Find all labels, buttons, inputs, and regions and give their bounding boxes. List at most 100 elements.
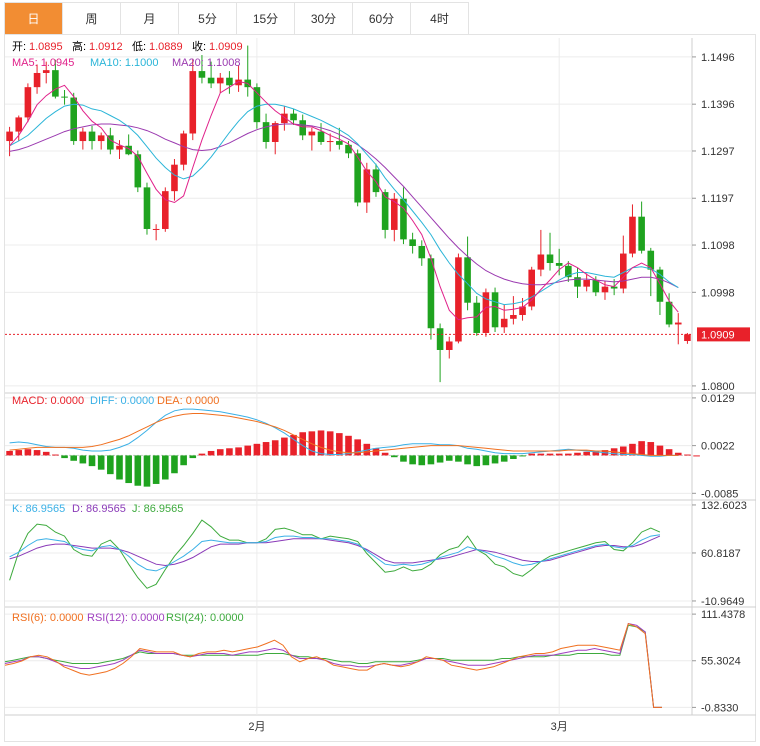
macd-bar [198, 453, 206, 456]
tab-60min[interactable]: 60分 [353, 3, 411, 35]
candle-body [262, 122, 270, 142]
candle-body [620, 253, 627, 289]
candle-body [79, 131, 87, 142]
rsi24-legend: RSI(24): 0.0000 [166, 612, 244, 624]
high-label: 高: [72, 39, 86, 53]
close-value: 1.0909 [209, 41, 243, 53]
dea-line [9, 413, 679, 456]
tab-day[interactable]: 日 [5, 3, 63, 35]
y-tick-label: 1.1496 [701, 52, 735, 64]
macd-bar [583, 451, 590, 456]
tab-week[interactable]: 周 [63, 3, 121, 35]
candle-body [445, 341, 453, 350]
candle-body [226, 77, 233, 86]
y-tick-label: 1.1297 [701, 146, 735, 158]
candle-body [253, 87, 261, 123]
y-tick-label: 132.6023 [701, 500, 747, 512]
macd-bar [52, 454, 59, 456]
candle-body [290, 113, 297, 121]
macd-bar [656, 445, 664, 456]
macd-bar [207, 450, 215, 456]
macd-bar [674, 452, 682, 456]
candle-body [455, 257, 462, 342]
macd-bar [684, 454, 691, 456]
tab-4h[interactable]: 4时 [411, 3, 468, 35]
macd-bar [33, 450, 41, 456]
candle-body [116, 145, 123, 150]
candle-body [464, 257, 471, 303]
macd-bar [345, 435, 352, 456]
macd-bar [565, 453, 572, 456]
candle-body [372, 169, 380, 193]
macd-bar [445, 455, 453, 461]
candle-body [180, 133, 187, 165]
macd-bar [326, 431, 334, 456]
price-tag-bg [697, 327, 750, 342]
macd-bar [427, 455, 435, 465]
macd-bar [79, 455, 87, 464]
candle-body [610, 286, 618, 289]
candle-body [61, 96, 68, 98]
macd-bar [620, 446, 627, 456]
tab-month[interactable]: 月 [121, 3, 179, 35]
candle-body [647, 250, 655, 270]
candle-body [491, 292, 499, 328]
tab-5min[interactable]: 5分 [179, 3, 237, 35]
candle-body [528, 269, 535, 307]
j-legend: J: 86.9565 [132, 503, 183, 515]
chart-marks [4, 45, 700, 708]
candle-body [171, 164, 178, 192]
macd-bar [70, 455, 77, 461]
macd-bar [226, 448, 233, 456]
macd-bar [299, 432, 306, 456]
candle-body [583, 280, 590, 287]
macd-bar [354, 439, 361, 456]
k-legend: K: 86.9565 [12, 503, 65, 515]
macd-bar [647, 442, 655, 456]
candle-body [629, 216, 636, 254]
x-tick-label: 3月 [551, 721, 568, 733]
macd-bar [244, 445, 252, 456]
candle-body [143, 187, 151, 229]
rsi6-legend: RSI(6): 0.0000 [12, 612, 84, 624]
candle-body [409, 239, 416, 246]
y-tick-label: -0.8330 [701, 702, 738, 714]
candle-body [299, 120, 306, 136]
y-tick-label: 1.0998 [701, 287, 735, 299]
chart-frame [4, 34, 756, 742]
candle-body [216, 77, 224, 84]
macd-bar [216, 449, 224, 456]
y-tick-label: 1.0800 [701, 381, 735, 393]
macd-bar [528, 453, 535, 456]
macd-bar [125, 455, 132, 484]
macd-bar [235, 447, 242, 456]
low-value: 1.0889 [149, 41, 183, 53]
candle-body [24, 87, 32, 118]
macd-bar [464, 455, 471, 465]
tab-15min[interactable]: 15分 [237, 3, 295, 35]
rsi6-line [4, 622, 662, 708]
macd-bar [638, 441, 645, 456]
macd-bar [61, 455, 68, 459]
macd-bar [693, 455, 700, 457]
macd-bar [409, 455, 416, 465]
y-tick-label: 60.8187 [701, 548, 741, 560]
y-tick-label: 1.1396 [701, 99, 735, 111]
macd-bar [24, 449, 32, 456]
tab-30min[interactable]: 30分 [295, 3, 353, 35]
price-tag-text: 1.0909 [701, 329, 735, 341]
macd-bar [400, 455, 407, 462]
timeframe-tabs: 日 周 月 5分 15分 30分 60分 4时 [4, 2, 469, 35]
candle-body [317, 131, 325, 142]
macd-bar [189, 455, 197, 459]
macd-bar [455, 455, 462, 462]
macd-bar [271, 440, 279, 456]
macd-bar [436, 455, 444, 463]
candle-body [189, 71, 197, 134]
candle-body [638, 216, 645, 251]
candle-body [354, 153, 361, 203]
candle-body [391, 198, 398, 230]
macd-bar [665, 449, 673, 456]
x-tick-label: 2月 [248, 721, 265, 733]
